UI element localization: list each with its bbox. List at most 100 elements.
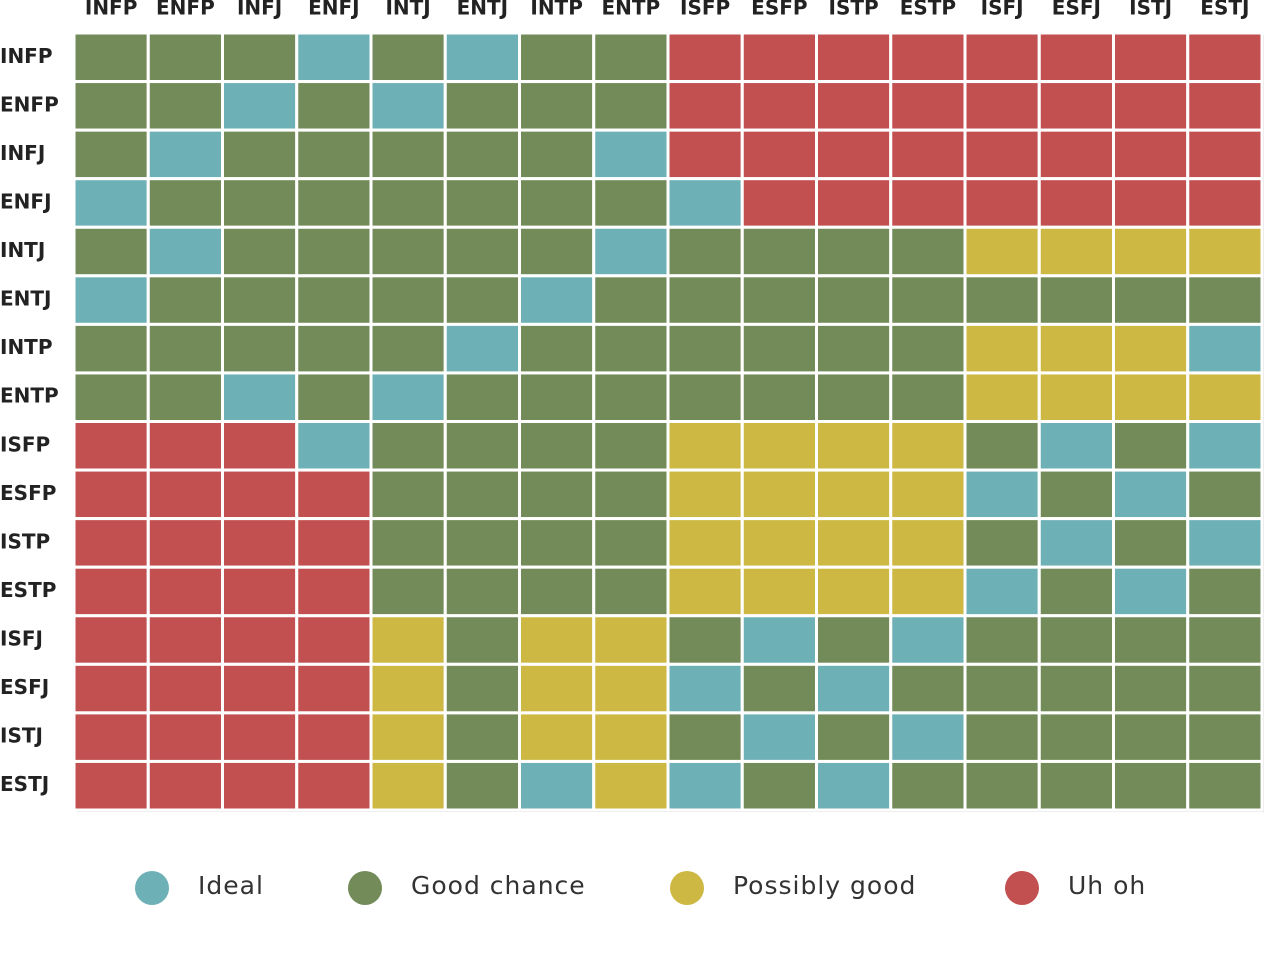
cell	[443, 371, 521, 423]
cell	[221, 662, 299, 715]
cell	[1186, 662, 1264, 715]
cell	[740, 420, 818, 472]
cell	[72, 759, 150, 812]
cell	[72, 371, 150, 423]
cell	[1037, 468, 1115, 521]
cell	[889, 468, 967, 521]
cell	[1112, 420, 1190, 472]
cell	[295, 711, 373, 763]
column-label: INFP	[85, 0, 138, 20]
cell	[146, 711, 224, 763]
cell	[221, 322, 299, 375]
cell	[146, 662, 224, 715]
column-label: ENFJ	[308, 0, 360, 20]
cell	[518, 759, 596, 812]
row-label: ESFP	[0, 481, 56, 505]
cell	[295, 517, 373, 569]
cell	[1112, 468, 1190, 521]
cell	[592, 31, 670, 84]
cell	[369, 662, 447, 715]
row-label: INFP	[0, 44, 53, 68]
cell	[963, 225, 1041, 278]
legend-swatch	[670, 871, 704, 905]
cell	[815, 128, 893, 181]
cell	[221, 468, 299, 521]
cell	[1112, 274, 1190, 326]
cell	[146, 420, 224, 472]
cell	[666, 565, 744, 618]
cell	[963, 80, 1041, 132]
row-label: ENFP	[0, 92, 59, 116]
cell	[518, 420, 596, 472]
cell	[221, 225, 299, 278]
cell	[1112, 371, 1190, 423]
cell	[963, 662, 1041, 715]
cell	[221, 759, 299, 812]
cell	[369, 759, 447, 812]
cell	[1186, 759, 1264, 812]
cell	[221, 128, 299, 181]
cell	[1112, 177, 1190, 229]
cell	[295, 322, 373, 375]
cell	[815, 759, 893, 812]
cell	[1112, 759, 1190, 812]
cell	[369, 420, 447, 472]
cell	[1186, 468, 1264, 521]
cell	[518, 31, 596, 84]
cell	[889, 420, 967, 472]
row-label: ESTP	[0, 578, 56, 602]
cell	[1186, 31, 1264, 84]
cell	[369, 31, 447, 84]
cell	[815, 662, 893, 715]
cell	[592, 759, 670, 812]
cell	[443, 614, 521, 666]
cell	[1037, 128, 1115, 181]
cell	[72, 274, 150, 326]
cell	[518, 177, 596, 229]
cell	[1186, 225, 1264, 278]
cell	[666, 80, 744, 132]
cell	[369, 565, 447, 618]
cell	[221, 420, 299, 472]
cell	[146, 322, 224, 375]
cell	[146, 177, 224, 229]
cell	[1037, 614, 1115, 666]
cell	[1112, 31, 1190, 84]
cell	[666, 517, 744, 569]
cell	[815, 225, 893, 278]
cell	[1186, 80, 1264, 132]
cell	[295, 420, 373, 472]
cell	[592, 177, 670, 229]
cell	[369, 274, 447, 326]
cell	[1186, 517, 1264, 569]
cell	[1037, 711, 1115, 763]
cell	[740, 759, 818, 812]
cell	[666, 31, 744, 84]
cell	[666, 711, 744, 763]
cell	[295, 177, 373, 229]
cell	[1186, 322, 1264, 375]
cell	[1037, 662, 1115, 715]
cell	[1112, 225, 1190, 278]
cell	[889, 225, 967, 278]
cell	[815, 31, 893, 84]
cell	[889, 274, 967, 326]
row-label: ESTJ	[0, 772, 49, 796]
cell	[592, 565, 670, 618]
cell	[1186, 711, 1264, 763]
cell	[518, 711, 596, 763]
cell	[592, 468, 670, 521]
cell	[146, 468, 224, 521]
cell	[1112, 565, 1190, 618]
cell	[518, 274, 596, 326]
column-label: ESTJ	[1200, 0, 1249, 20]
cell	[72, 31, 150, 84]
cell	[815, 711, 893, 763]
cell	[1037, 80, 1115, 132]
cell	[221, 711, 299, 763]
cell	[1186, 128, 1264, 181]
cell	[72, 128, 150, 181]
cell	[592, 274, 670, 326]
cell	[295, 371, 373, 423]
